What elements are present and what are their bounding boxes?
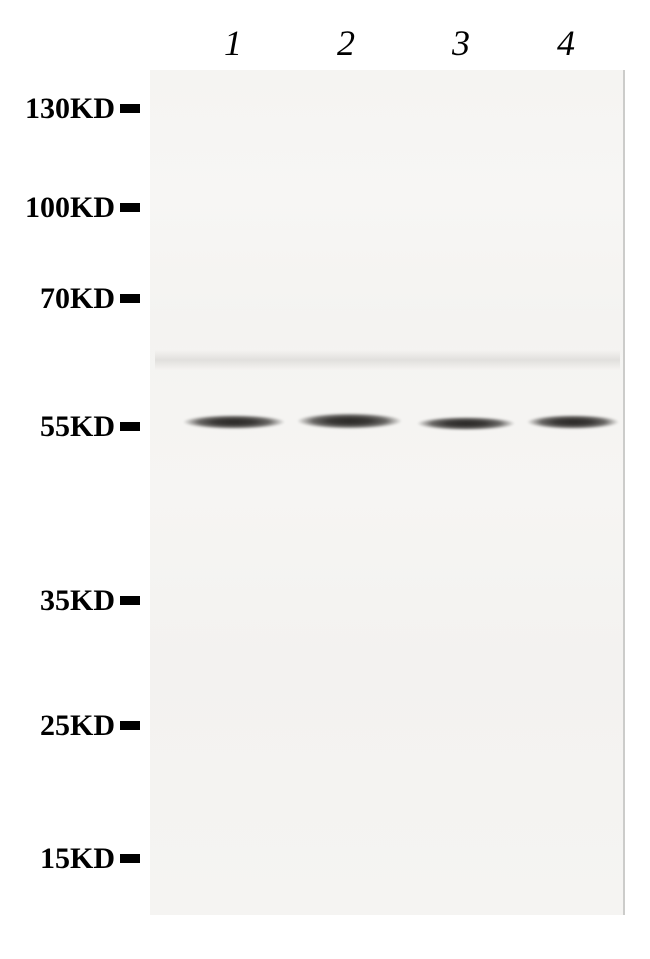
marker-label-100kd: 100KD xyxy=(7,191,115,225)
blot-membrane-area xyxy=(150,70,625,915)
lane-label-2: 2 xyxy=(337,22,355,64)
band-lane-3 xyxy=(417,415,515,432)
marker-label-35kd: 35KD xyxy=(7,584,115,618)
marker-label-55kd: 55KD xyxy=(7,410,115,444)
faint-background-band xyxy=(155,350,620,370)
marker-label-25kd: 25KD xyxy=(7,709,115,743)
marker-tick-35kd xyxy=(120,596,140,605)
marker-label-130kd: 130KD xyxy=(7,92,115,126)
marker-tick-100kd xyxy=(120,203,140,212)
marker-label-15kd: 15KD xyxy=(7,842,115,876)
band-lane-2 xyxy=(297,411,402,431)
marker-tick-70kd xyxy=(120,294,140,303)
band-lane-4 xyxy=(527,413,619,431)
lane-label-3: 3 xyxy=(452,22,470,64)
band-lane-1 xyxy=(183,413,285,431)
lane-label-4: 4 xyxy=(557,22,575,64)
marker-tick-130kd xyxy=(120,104,140,113)
marker-label-70kd: 70KD xyxy=(7,282,115,316)
lane-label-1: 1 xyxy=(224,22,242,64)
marker-tick-15kd xyxy=(120,854,140,863)
marker-tick-25kd xyxy=(120,721,140,730)
marker-tick-55kd xyxy=(120,422,140,431)
western-blot-image: 1 2 3 4 130KD 100KD 70KD 55KD 35KD 25KD … xyxy=(0,0,650,959)
